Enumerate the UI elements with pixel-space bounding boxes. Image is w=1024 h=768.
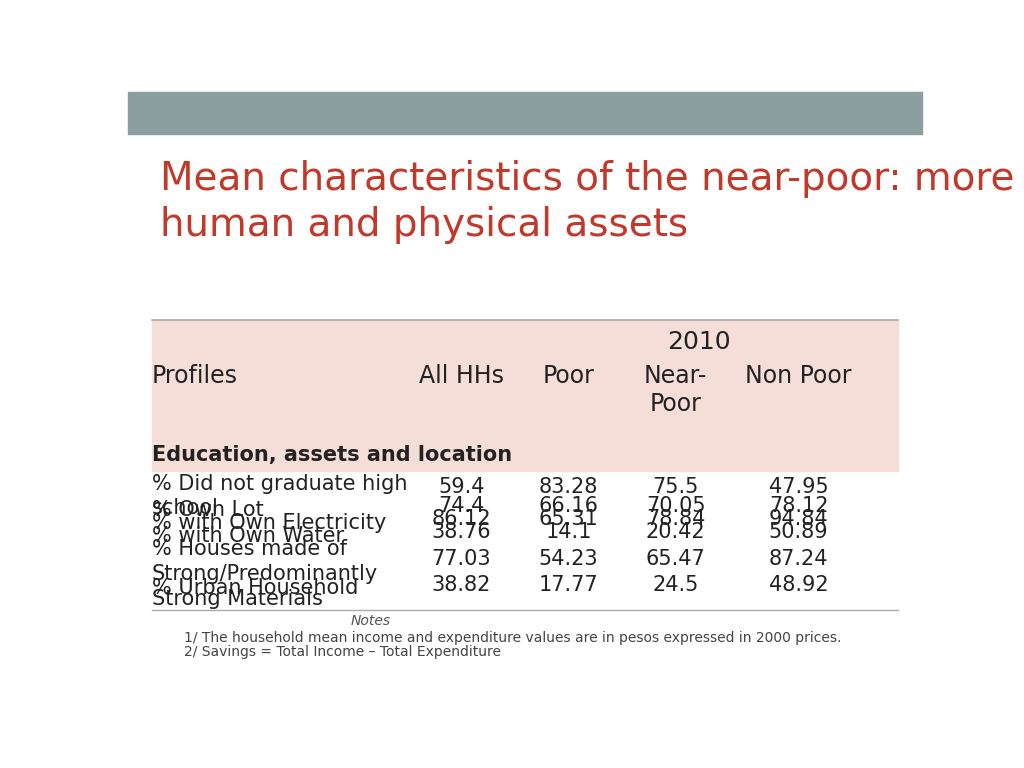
Text: 38.82: 38.82 <box>432 574 490 594</box>
Text: 78.12: 78.12 <box>769 496 828 516</box>
Text: 2010: 2010 <box>668 330 731 355</box>
Text: 83.28: 83.28 <box>539 477 598 497</box>
Text: 1/ The household mean income and expenditure values are in pesos expressed in 20: 1/ The household mean income and expendi… <box>183 631 841 645</box>
Text: 38.76: 38.76 <box>431 522 492 542</box>
Text: Non Poor: Non Poor <box>745 364 852 388</box>
Text: % with Own Electricity: % with Own Electricity <box>152 513 386 533</box>
Text: All HHs: All HHs <box>419 364 504 388</box>
Text: 86.12: 86.12 <box>431 509 492 529</box>
Text: Mean characteristics of the near-poor: more
human and physical assets: Mean characteristics of the near-poor: m… <box>160 161 1014 243</box>
Text: 66.16: 66.16 <box>539 496 598 516</box>
Text: Near-
Poor: Near- Poor <box>644 364 708 416</box>
Text: Education, assets and location: Education, assets and location <box>152 445 512 465</box>
Text: % Own Lot: % Own Lot <box>152 500 263 520</box>
Text: 24.5: 24.5 <box>652 574 698 594</box>
Text: % Urban Household: % Urban Household <box>152 578 358 598</box>
Text: Poor: Poor <box>543 364 594 388</box>
Text: 74.4: 74.4 <box>438 496 484 516</box>
Text: 78.84: 78.84 <box>646 509 706 529</box>
Text: 77.03: 77.03 <box>431 548 492 568</box>
Text: % with Own Water: % with Own Water <box>152 526 344 546</box>
Text: 47.95: 47.95 <box>769 477 828 497</box>
Text: 14.1: 14.1 <box>545 522 592 542</box>
Text: 17.77: 17.77 <box>539 574 598 594</box>
Text: Notes: Notes <box>350 614 390 628</box>
Bar <box>128 92 922 134</box>
Text: 87.24: 87.24 <box>769 548 828 568</box>
Text: 54.23: 54.23 <box>539 548 598 568</box>
Text: Profiles: Profiles <box>152 364 238 388</box>
Text: 65.47: 65.47 <box>646 548 706 568</box>
Text: 48.92: 48.92 <box>769 574 828 594</box>
Text: 2/ Savings = Total Income – Total Expenditure: 2/ Savings = Total Income – Total Expend… <box>183 645 501 659</box>
Text: 65.31: 65.31 <box>539 509 598 529</box>
Text: 70.05: 70.05 <box>646 496 706 516</box>
Text: 94.84: 94.84 <box>769 509 828 529</box>
Text: 20.42: 20.42 <box>646 522 706 542</box>
Text: 59.4: 59.4 <box>438 477 484 497</box>
Text: 50.89: 50.89 <box>769 522 828 542</box>
Text: % Houses made of
Strong/Predominantly
Strong Materials: % Houses made of Strong/Predominantly St… <box>152 539 378 608</box>
Text: 75.5: 75.5 <box>652 477 698 497</box>
Text: % Did not graduate high
school: % Did not graduate high school <box>152 474 408 518</box>
Bar <box>152 319 898 471</box>
